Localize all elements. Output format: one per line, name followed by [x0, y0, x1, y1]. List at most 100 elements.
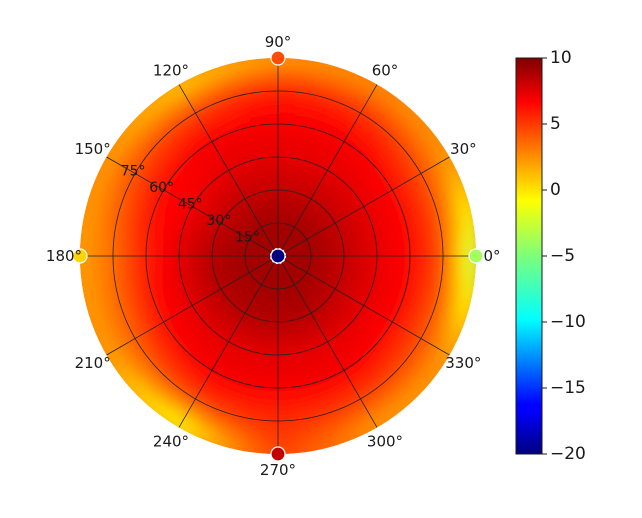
heat-cell — [311, 80, 336, 94]
heat-cell — [238, 262, 247, 269]
heat-cell — [257, 258, 266, 263]
heat-cell — [254, 239, 263, 247]
heat-cell — [421, 205, 435, 226]
heat-cell — [323, 104, 345, 118]
heat-cell — [277, 235, 281, 243]
heat-cell — [390, 279, 402, 297]
heat-cell — [204, 255, 213, 265]
heat-cell — [402, 254, 411, 272]
radial-tick-label: 45° — [178, 197, 203, 213]
heat-cell — [416, 301, 430, 323]
heat-cell — [327, 91, 350, 106]
heat-cell — [276, 360, 291, 370]
heat-cell — [405, 333, 423, 355]
heat-cell — [279, 242, 284, 250]
heat-cell — [200, 418, 225, 434]
heat-cell — [259, 333, 271, 343]
heat-cell — [308, 239, 317, 247]
heat-cell — [392, 293, 405, 312]
heat-cell — [348, 409, 373, 427]
heat-cell — [363, 255, 372, 267]
heat-cell — [279, 242, 283, 250]
data-marker — [72, 248, 88, 264]
heat-cell — [350, 255, 359, 266]
heat-cell — [459, 192, 473, 219]
heat-cell — [121, 205, 135, 226]
heat-cell — [434, 181, 449, 205]
heat-cell — [313, 424, 338, 439]
heat-cell — [277, 315, 286, 323]
heat-cell — [195, 66, 221, 82]
heat-cell — [276, 433, 300, 442]
heat-cell — [138, 195, 152, 215]
heat-cell — [453, 292, 467, 318]
heat-cell — [265, 216, 272, 225]
heat-cell — [421, 343, 440, 367]
heat-cell — [264, 239, 271, 247]
heat-cell — [283, 259, 291, 265]
heat-cell — [200, 380, 221, 397]
heat-cell — [80, 212, 92, 238]
heat-cell — [410, 299, 424, 320]
heat-cell — [100, 178, 116, 203]
heat-cell — [222, 370, 241, 383]
heat-cell — [281, 261, 287, 269]
heat-cell — [325, 97, 348, 112]
heat-cell — [284, 250, 292, 255]
heat-cell — [277, 328, 288, 337]
data-marker — [270, 446, 286, 462]
heat-cell — [437, 158, 455, 183]
heat-cell — [310, 86, 334, 100]
heat-cell — [138, 116, 161, 139]
angular-gridline — [277, 156, 450, 257]
angular-tick-label: 330° — [445, 354, 481, 372]
heat-cell — [276, 142, 291, 152]
heat-cell — [315, 61, 342, 75]
heat-cell — [369, 244, 378, 258]
heat-cell — [283, 189, 293, 199]
heat-cell — [211, 394, 233, 408]
heat-cell — [160, 217, 172, 234]
heat-cell — [425, 164, 443, 188]
heat-cell — [267, 260, 274, 267]
heat-cell — [409, 239, 418, 258]
heat-cell — [157, 203, 170, 221]
heat-cell — [327, 134, 346, 149]
angular-gridline — [106, 255, 279, 356]
heat-cell — [265, 354, 280, 363]
heat-cell — [98, 235, 108, 258]
heat-cell — [275, 63, 301, 73]
heat-cell — [196, 386, 218, 403]
heat-cell — [408, 316, 425, 338]
heat-cell — [348, 262, 358, 274]
heat-cell — [271, 308, 279, 317]
heat-cell — [244, 252, 252, 257]
heat-cell — [285, 169, 297, 179]
heat-cell — [237, 247, 246, 253]
heat-cell — [261, 109, 280, 119]
heat-cell — [290, 249, 299, 254]
heat-cell — [214, 110, 235, 124]
heat-cell — [214, 437, 241, 451]
heat-cell — [335, 66, 361, 82]
heat-cell — [267, 222, 273, 231]
heat-cell — [415, 254, 425, 273]
heat-cell — [442, 154, 461, 180]
heat-cell — [305, 387, 325, 400]
heat-cell — [121, 340, 141, 363]
heat-cell — [414, 318, 431, 341]
heat-cell — [147, 213, 160, 232]
heat-cell — [269, 288, 275, 297]
heat-cell — [342, 262, 352, 273]
heat-cell — [126, 189, 140, 211]
heat-cell — [260, 400, 280, 409]
heat-cell — [268, 175, 279, 184]
heat-cell — [303, 258, 312, 264]
heat-cell — [384, 278, 396, 295]
heat-cell — [270, 189, 279, 197]
heat-cell — [126, 301, 140, 323]
heat-cell — [143, 93, 168, 116]
heat-cell — [312, 290, 324, 302]
heat-cell — [376, 243, 385, 258]
heat-cell — [295, 436, 320, 448]
